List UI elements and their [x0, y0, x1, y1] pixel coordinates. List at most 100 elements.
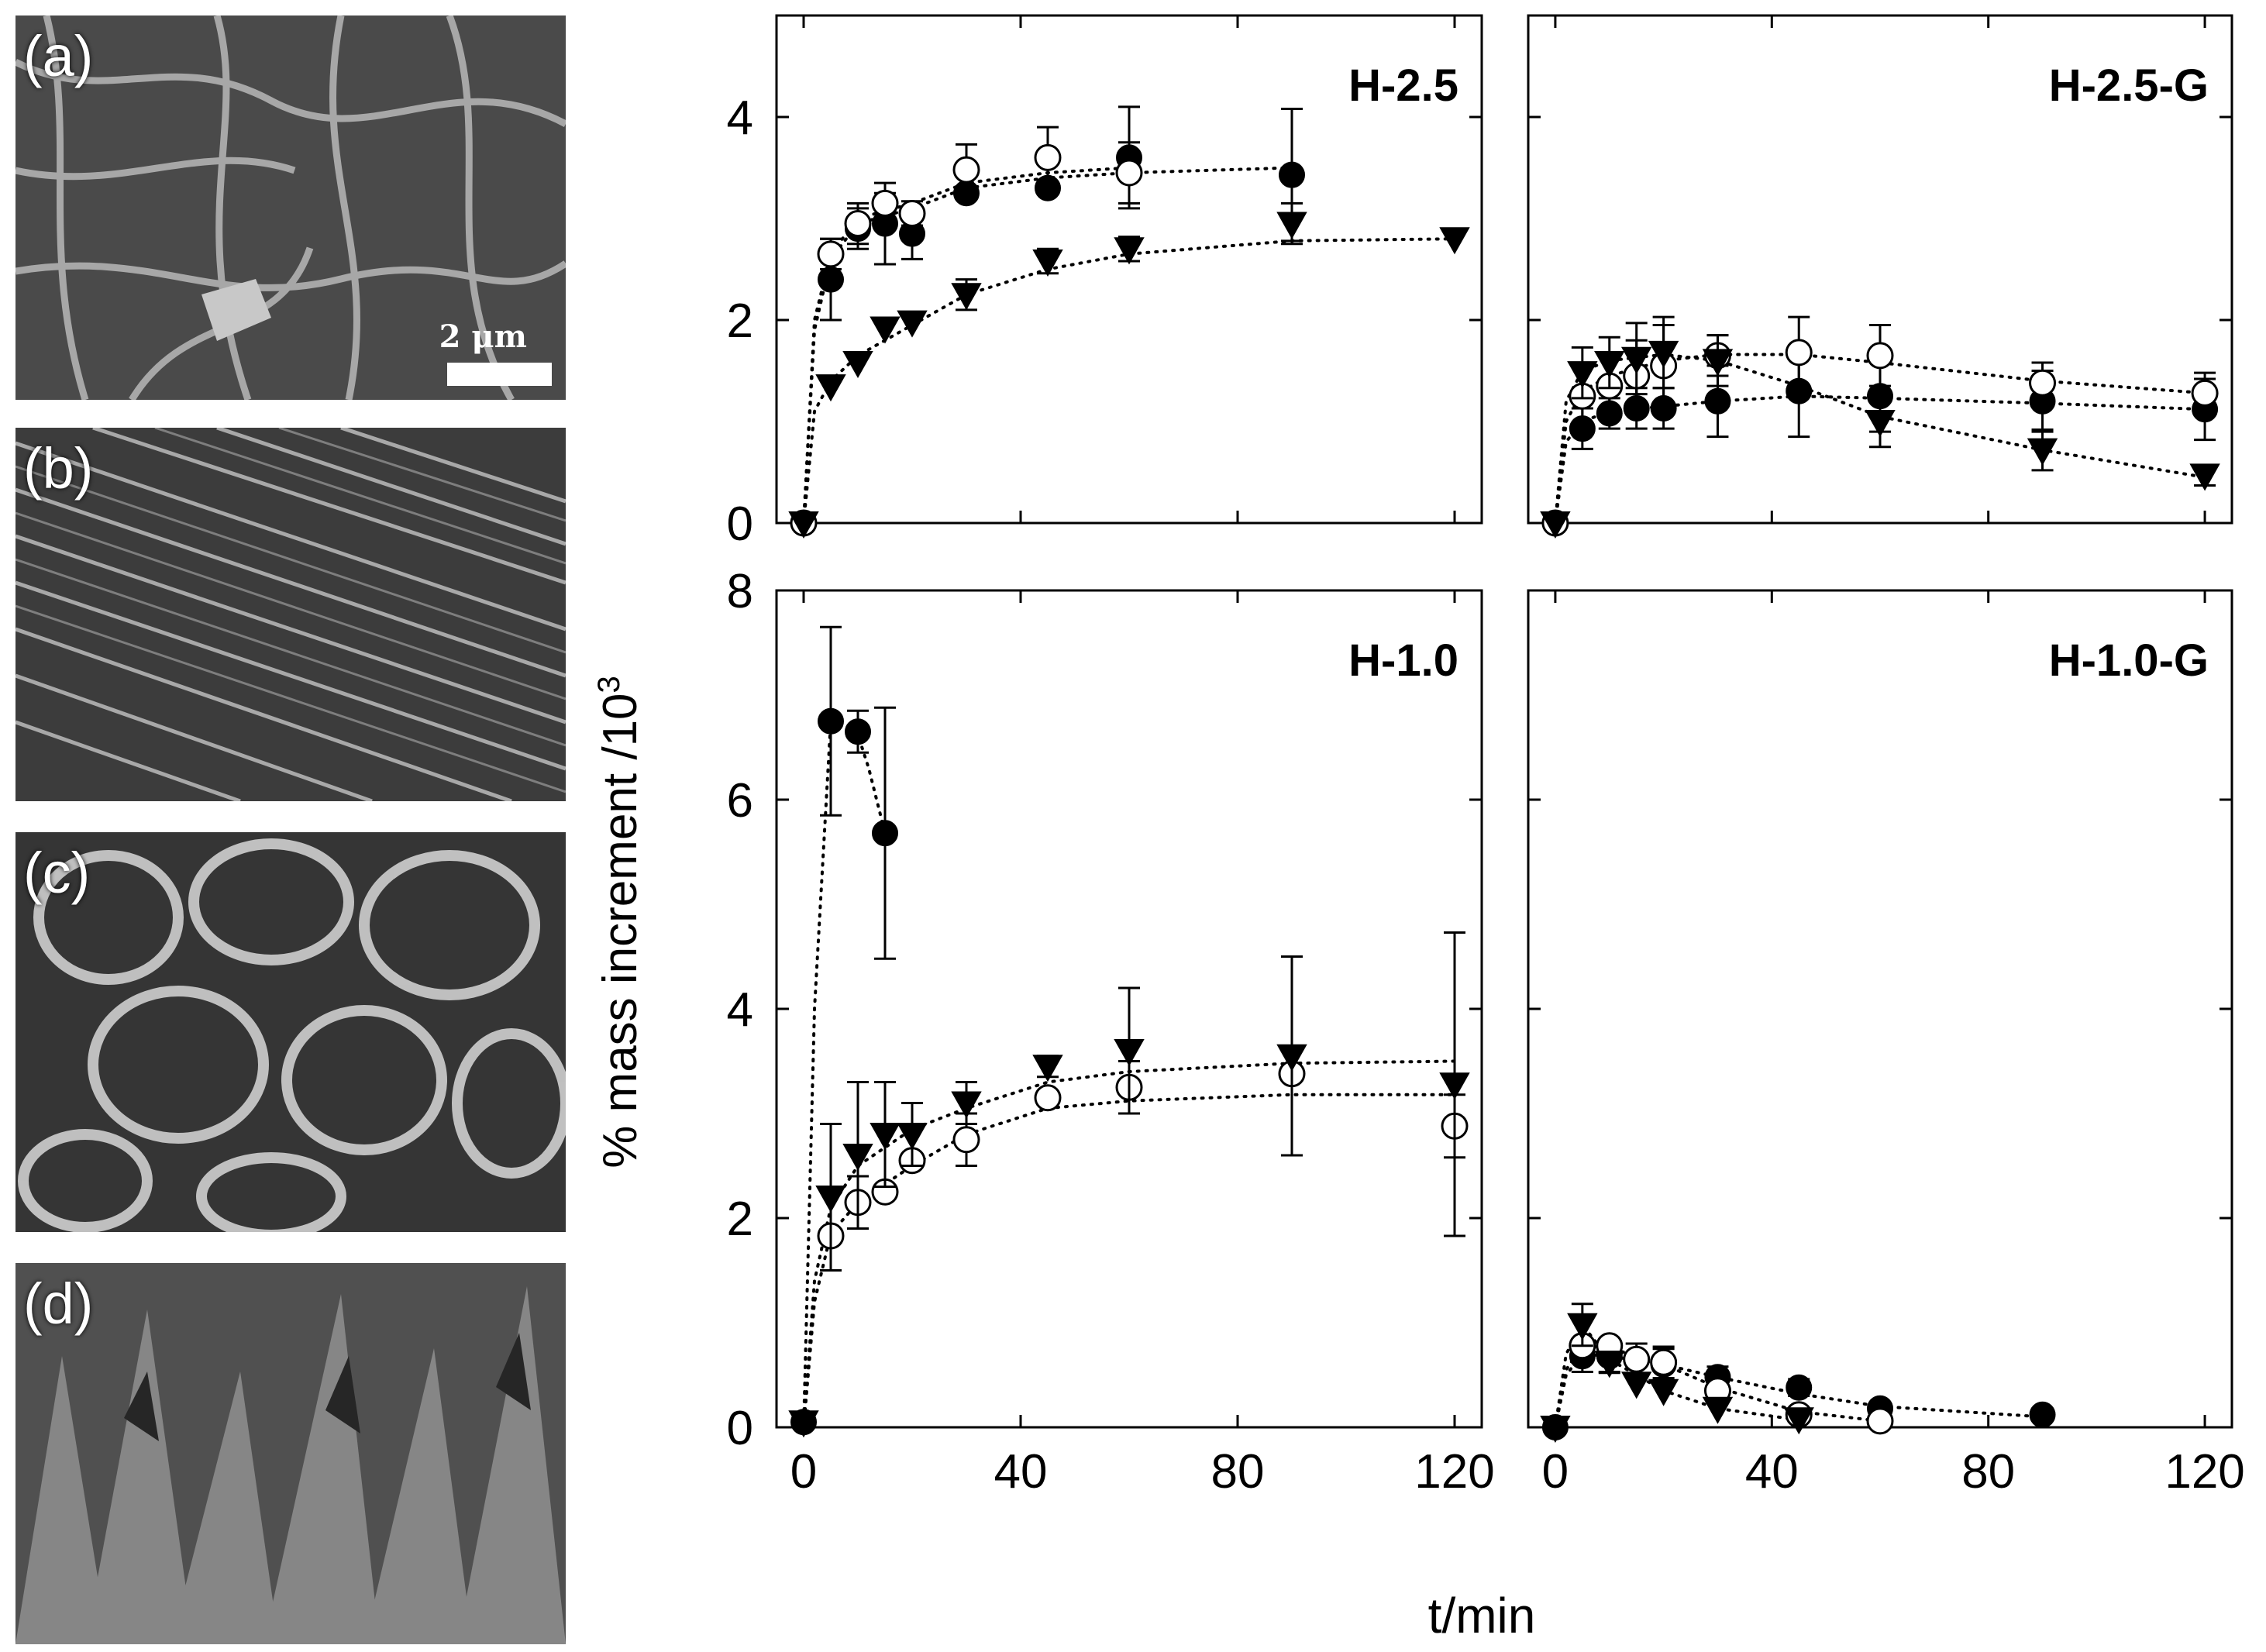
y-axis-label-text: % mass increment /10: [593, 693, 647, 1168]
data-point-triangle: [1648, 1378, 1679, 1406]
scale-bar: [447, 363, 552, 386]
chart-panel-4: 0 40 80 120 H-1.0-G: [1527, 589, 2245, 1499]
x-tick-label: 40: [994, 1445, 1048, 1499]
x-tick-label: 0: [1542, 1445, 1569, 1499]
data-point-triangle: [951, 283, 982, 311]
data-point-open-circle: [1115, 159, 1143, 187]
y-tick-label: 0: [727, 1402, 753, 1455]
data-point-triangle: [1648, 340, 1679, 368]
x-tick-label: 80: [1211, 1445, 1265, 1499]
data-point-triangle: [815, 1186, 846, 1213]
data-point-triangle: [788, 511, 819, 539]
chart-panel-1: 0 2 4 H-2.5: [727, 14, 1483, 551]
data-point-triangle: [1702, 1396, 1734, 1424]
data-point-open-circle: [1650, 1348, 1678, 1376]
data-point-triangle: [815, 374, 846, 402]
data-point-open-circle: [844, 210, 872, 238]
data-point-open-circle: [817, 240, 845, 268]
y-tick-label: 6: [727, 774, 753, 828]
plot-frame: [775, 14, 1483, 525]
data-point-open-circle: [952, 1126, 980, 1154]
data-point-triangle: [788, 1410, 819, 1438]
data-point-filled-circle: [2029, 1401, 2056, 1428]
data-point-triangle: [1567, 1313, 1598, 1341]
data-point-triangle: [1783, 1407, 1814, 1435]
data-point-triangle: [1594, 1351, 1625, 1378]
data-point-open-circle: [1866, 1407, 1894, 1435]
data-point-open-circle: [1623, 1345, 1651, 1373]
data-point-triangle: [1114, 237, 1145, 265]
data-point-triangle: [842, 1144, 873, 1172]
data-point-filled-circle: [1704, 387, 1731, 415]
data-point-triangle: [1620, 346, 1652, 374]
chart-title: H-1.0: [1348, 635, 1458, 686]
fit-line: [802, 237, 1456, 525]
data-point-open-circle: [871, 189, 899, 217]
x-tick-label: 80: [1961, 1445, 2015, 1499]
x-tick-label: 120: [1414, 1445, 1494, 1499]
data-point-open-circle: [952, 156, 980, 184]
data-point-filled-circle: [872, 820, 898, 847]
y-tick-label: 2: [727, 294, 753, 348]
data-point-triangle: [897, 310, 928, 338]
data-point-triangle: [897, 1123, 928, 1151]
micrograph-d: (d): [15, 1263, 566, 1644]
chart-title: H-1.0-G: [2049, 635, 2209, 686]
chart-panel-2: H-2.5-G: [1527, 14, 2233, 539]
plot-frame: [1527, 14, 2233, 525]
data-point-open-circle: [1034, 1084, 1062, 1112]
plot-frame: [1527, 589, 2233, 1429]
data-point-triangle: [870, 316, 901, 344]
fit-line: [802, 1093, 1456, 1429]
data-point-triangle: [1276, 1044, 1307, 1072]
data-point-triangle: [1865, 410, 1896, 438]
micrograph-d-label: (d): [23, 1272, 94, 1336]
data-point-triangle: [842, 351, 873, 379]
data-point-triangle: [1702, 349, 1734, 377]
data-point-triangle: [1032, 250, 1063, 277]
micrograph-b-label: (b): [23, 436, 94, 501]
y-tick-label: 8: [727, 565, 753, 618]
y-tick-label: 0: [727, 497, 753, 551]
data-point-open-circle: [898, 199, 926, 227]
micrograph-c: (c): [15, 832, 566, 1232]
chart-title: H-2.5-G: [2049, 60, 2209, 111]
data-point-triangle: [1439, 227, 1470, 255]
data-point-open-circle: [1785, 339, 1813, 367]
x-axis-label: t/min: [1427, 1588, 1536, 1643]
data-point-triangle: [1540, 511, 1571, 539]
micrograph-c-image: [15, 832, 566, 1232]
data-point-triangle: [2189, 463, 2220, 491]
fit-line: [802, 1059, 1456, 1429]
data-point-triangle: [1276, 212, 1307, 239]
micrograph-d-image: [15, 1263, 566, 1644]
data-point-triangle: [1032, 1055, 1063, 1082]
data-point-triangle: [870, 1123, 901, 1151]
data-point-triangle: [951, 1091, 982, 1119]
fit-line: [802, 718, 887, 1429]
data-point-filled-circle: [1786, 1374, 1813, 1401]
micrograph-b-image: [15, 428, 566, 801]
data-point-filled-circle: [845, 718, 871, 745]
data-point-filled-circle: [818, 266, 844, 293]
x-tick-label: 120: [2164, 1445, 2244, 1499]
data-point-triangle: [1594, 351, 1625, 379]
y-axis-label-exponent: 3: [592, 676, 627, 693]
data-point-triangle: [1620, 1372, 1652, 1399]
y-tick-label: 4: [727, 91, 753, 145]
y-axis-label: % mass increment /103: [592, 676, 648, 1168]
y-tick-label: 4: [727, 983, 753, 1037]
y-tick-label: 2: [727, 1193, 753, 1246]
chart-title: H-2.5: [1348, 60, 1458, 111]
x-tick-label: 0: [790, 1445, 817, 1499]
data-point-triangle: [1114, 1039, 1145, 1067]
fit-line: [802, 166, 1131, 525]
data-point-filled-circle: [1279, 161, 1305, 188]
x-tick-label: 40: [1745, 1445, 1799, 1499]
scale-bar-label: 2 μm: [439, 318, 527, 355]
data-point-open-circle: [1034, 143, 1062, 171]
micrograph-a-image: [15, 15, 566, 400]
data-point-open-circle: [1866, 342, 1894, 370]
